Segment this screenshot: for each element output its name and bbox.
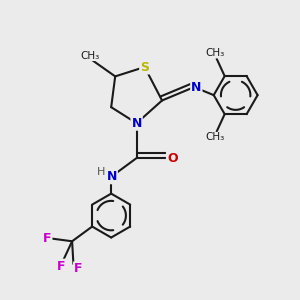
Text: F: F: [43, 232, 52, 245]
Text: F: F: [57, 260, 66, 273]
Text: CH₃: CH₃: [80, 50, 99, 61]
Text: S: S: [140, 61, 149, 74]
Text: CH₃: CH₃: [206, 132, 225, 142]
Text: CH₃: CH₃: [206, 48, 225, 58]
Text: O: O: [167, 152, 178, 164]
Text: F: F: [74, 262, 82, 275]
Text: N: N: [106, 170, 117, 183]
Text: H: H: [97, 167, 105, 177]
Text: N: N: [131, 117, 142, 130]
Text: N: N: [191, 81, 202, 94]
